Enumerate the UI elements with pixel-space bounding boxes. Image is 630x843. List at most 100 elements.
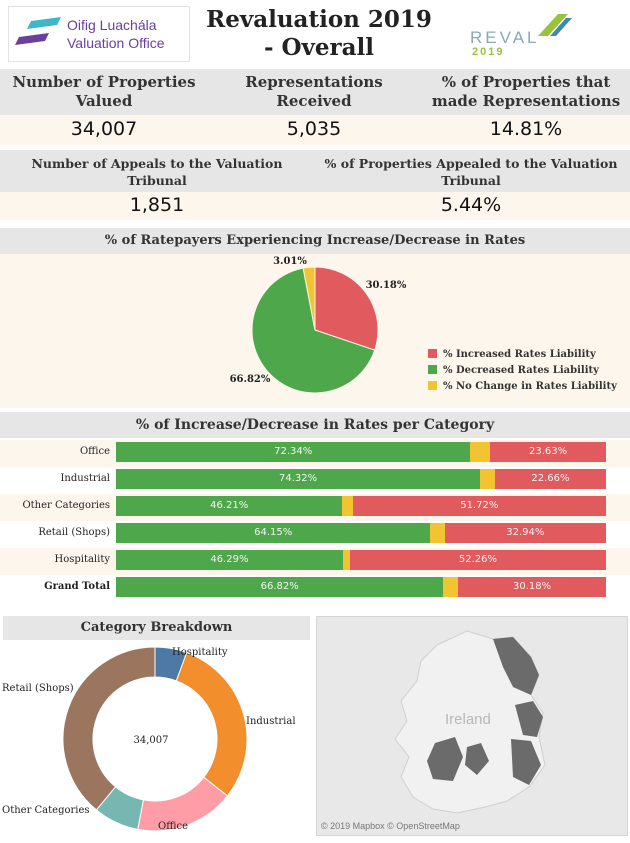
bar-value-label: 23.63%	[529, 446, 568, 457]
pie-slice-decreased[interactable]	[251, 267, 376, 394]
donut-slice-industrial[interactable]	[175, 651, 248, 797]
legend-label: % No Change in Rates Liability	[443, 381, 617, 392]
kpi-row-1-values	[0, 115, 630, 145]
region-south-west[interactable]	[427, 737, 463, 781]
bar-category-label: Retail (Shops)	[38, 527, 110, 538]
legend-decreased: % Decreased Rates Liability	[428, 365, 599, 376]
bar-segment-decreased[interactable]	[116, 577, 444, 597]
ireland-map[interactable]: Ireland © 2019 Mapbox © OpenStreetMap	[316, 616, 628, 836]
kpi-label-line: Tribunal	[127, 173, 187, 188]
ratepayer-pie-chart: 30.18% 66.82% 3.01%	[230, 256, 407, 394]
kpi-label-line: Number of Properties	[12, 73, 196, 91]
dashboard-header: Oifig Luachála Valuation Office Revaluat…	[0, 0, 630, 68]
bar-segment-no-change[interactable]	[480, 469, 495, 489]
bar-segment-no-change[interactable]	[430, 523, 445, 543]
bar-segment-no-change[interactable]	[470, 442, 491, 462]
bar-value-label: 30.18%	[513, 581, 552, 592]
bar-value-label: 72.34%	[274, 446, 313, 457]
donut-slice-retail[interactable]	[62, 646, 156, 811]
map-shapes	[394, 630, 546, 814]
bar-segment-decreased[interactable]	[116, 442, 471, 462]
legend-swatch-increase	[428, 349, 437, 358]
kpi-label-line: Representations	[245, 73, 383, 91]
bar-category-label: Grand Total	[44, 581, 110, 592]
region-dublin[interactable]	[515, 701, 543, 737]
donut-label-industrial: Industrial	[246, 716, 296, 727]
kpi-appeals-label: Number of Appeals to the Valuation Tribu…	[4, 155, 310, 189]
bar-value-label: 46.21%	[210, 500, 249, 511]
bar-value-label: 51.72%	[460, 500, 499, 511]
bar-segment-increased[interactable]	[490, 442, 606, 462]
kpi-label-line: Valued	[75, 92, 133, 110]
region-midlands[interactable]	[465, 743, 489, 775]
map-attribution: © 2019 Mapbox © OpenStreetMap	[321, 821, 460, 831]
region-north-east[interactable]	[493, 637, 539, 695]
pie-slice-increased[interactable]	[314, 266, 379, 351]
bar-segment-increased[interactable]	[349, 550, 606, 570]
bar-value-label: 66.82%	[260, 581, 299, 592]
pie-slice-label: 30.18%	[366, 280, 407, 291]
kpi-representations-label: Representations Received	[214, 73, 414, 111]
bar-value-label: 74.32%	[279, 473, 318, 484]
category-stacked-bar-chart: Office 72.34% 23.63% Industrial 74.32% 22.66%…	[0, 440, 630, 608]
kpi-properties-valued-label: Number of Properties Valued	[4, 73, 204, 111]
bar-segment-decreased[interactable]	[116, 469, 481, 489]
reval-year: 2019	[472, 46, 505, 58]
donut-label-office: Office	[158, 821, 189, 832]
bar-segment-increased[interactable]	[458, 577, 607, 597]
bar-segment-decreased[interactable]	[116, 496, 343, 516]
donut-center-total: 34,007	[133, 735, 169, 746]
legend-swatch-no-change	[428, 381, 437, 390]
kpi-appeals-value: 1,851	[129, 194, 185, 216]
bar-category-label: Office	[79, 446, 110, 457]
bar-segment-no-change[interactable]	[342, 496, 353, 516]
bar-segment-no-change[interactable]	[342, 550, 350, 570]
bar-segment-increased[interactable]	[352, 496, 606, 516]
logo-mark-icon	[15, 17, 61, 45]
kpi-row-2-header	[0, 150, 630, 192]
kpi-representations-pct-value: 14.81%	[489, 118, 563, 140]
bar-category-label: Hospitality	[54, 554, 110, 565]
bar-segment-no-change[interactable]	[443, 577, 459, 597]
donut-label-other: Other Categories	[2, 805, 90, 816]
pie-slice-label: 3.01%	[273, 256, 307, 267]
kpi-label-line: made Representations	[431, 92, 621, 110]
kpi-label-line: % of Properties that	[441, 73, 611, 91]
pie-slice-label: 66.82%	[230, 374, 271, 385]
kpi-label-line: Tribunal	[441, 173, 501, 188]
logo-line-2: Valuation Office	[67, 35, 165, 51]
kpi-appeals-pct-value: 5.44%	[440, 194, 502, 216]
page-title: Revaluation 2019 - Overall	[196, 6, 442, 62]
kpi-row-1-header	[0, 69, 630, 115]
kpi-representations-pct-label: % of Properties that made Representation…	[424, 73, 628, 111]
pie-slice-no-change[interactable]	[302, 266, 316, 331]
kpi-label-line: % of Properties Appealed to the Valuatio…	[324, 156, 618, 171]
title-line-1: Revaluation 2019	[206, 6, 432, 33]
bar-value-label: 32.94%	[506, 527, 545, 538]
legend-label: % Increased Rates Liability	[443, 349, 596, 360]
donut-label-hospitality: Hospitality	[172, 647, 228, 658]
pie-chart-title: % of Ratepayers Experiencing Increase/De…	[0, 228, 630, 254]
logo-line-1: Oifig Luachála	[67, 17, 157, 33]
kpi-row-2-values	[0, 192, 630, 220]
pie-chart-area: 30.18% 66.82% 3.01% % Increased Rates Liab…	[0, 254, 630, 408]
title-line-2: - Overall	[263, 34, 375, 61]
bar-segment-decreased[interactable]	[116, 550, 343, 570]
reval-wordmark: REVAL	[470, 28, 540, 47]
reval-mark-icon	[538, 14, 572, 36]
bar-segment-increased[interactable]	[444, 523, 606, 543]
bar-segment-decreased[interactable]	[116, 523, 431, 543]
bar-category-label: Industrial	[60, 473, 110, 484]
category-breakdown-donut	[62, 646, 248, 832]
legend-no-change: % No Change in Rates Liability	[428, 381, 617, 392]
reval-2019-logo: REVAL 2019	[470, 10, 590, 60]
region-south-east[interactable]	[511, 739, 541, 785]
bar-segment-increased[interactable]	[494, 469, 606, 489]
kpi-label-line: Received	[276, 92, 352, 110]
legend-increased: % Increased Rates Liability	[428, 349, 596, 360]
donut-label-retail: Retail (Shops)	[2, 683, 74, 694]
kpi-appeals-pct-label: % of Properties Appealed to the Valuatio…	[314, 155, 628, 189]
bar-value-label: 52.26%	[458, 554, 498, 565]
legend-swatch-decrease	[428, 365, 437, 374]
bar-value-label: 22.66%	[531, 473, 570, 484]
